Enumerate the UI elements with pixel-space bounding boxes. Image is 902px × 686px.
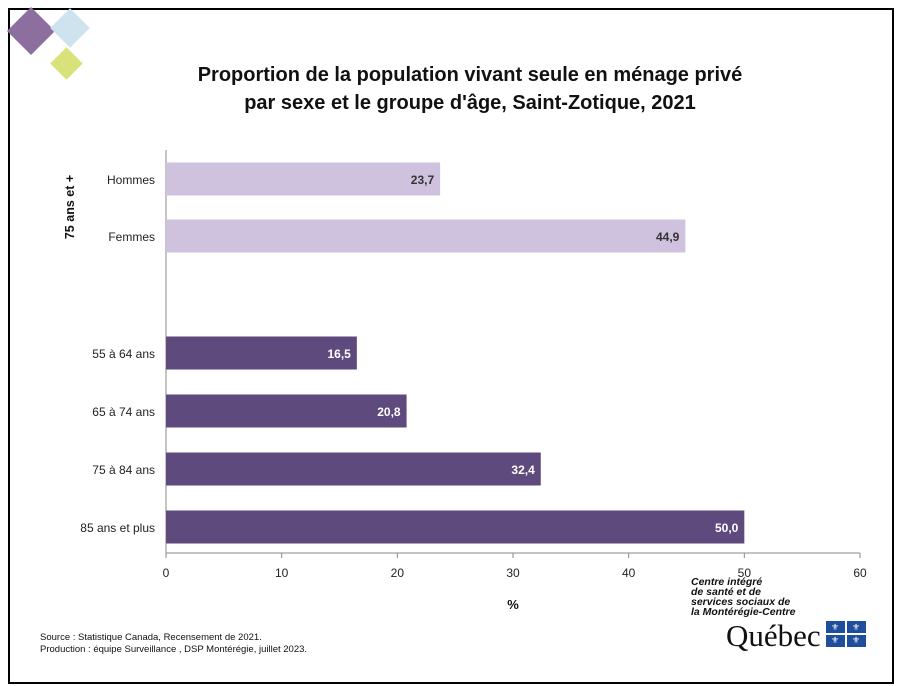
logo-line-3: services sociaux de [691, 596, 791, 608]
logo-line-1: Centre intégré [691, 576, 763, 588]
quebec-flag-icon: ⚜ ⚜ ⚜ ⚜ [826, 621, 866, 647]
logo-caption: Centre intégré de santé et de services s… [691, 576, 841, 618]
x-tick-label-6: 60 [853, 566, 867, 580]
category-label-1: Femmes [108, 230, 155, 244]
chart-title-line2: par sexe et le groupe d'âge, Saint-Zotiq… [244, 92, 696, 114]
x-tick-label-4: 40 [622, 566, 636, 580]
production-note: Production : équipe Surveillance , DSP M… [40, 644, 308, 655]
category-label-5: 85 ans et plus [80, 521, 155, 535]
bar-value-label-0: 23,7 [411, 173, 435, 187]
logo-line-4: la Montérégie-Centre [691, 606, 796, 618]
x-axis-title: % [507, 597, 519, 612]
bar-value-label-1: 44,9 [656, 230, 680, 244]
bar-0 [166, 162, 441, 196]
chart-title-line1: Proportion de la population vivant seule… [197, 64, 743, 86]
bar-1 [166, 219, 686, 253]
logo-wordmark: Québec [726, 618, 821, 653]
bar-value-label-4: 32,4 [511, 463, 535, 477]
bar-value-label-2: 16,5 [327, 347, 351, 361]
x-tick-label-3: 30 [506, 566, 520, 580]
group-label: 75 ans et + [63, 175, 77, 239]
source-note: Source : Statistique Canada, Recensement… [40, 632, 262, 643]
bar-5 [166, 510, 745, 544]
bar-4 [166, 452, 541, 486]
x-tick-label-0: 0 [163, 566, 170, 580]
bar-value-label-3: 20,8 [377, 405, 401, 419]
category-label-2: 55 à 64 ans [92, 347, 155, 361]
category-label-3: 65 à 74 ans [92, 405, 155, 419]
category-label-4: 75 à 84 ans [92, 463, 155, 477]
bar-2 [166, 336, 357, 370]
x-tick-label-2: 20 [391, 566, 405, 580]
slide-frame [8, 8, 894, 684]
logo-line-2: de santé et de [691, 586, 762, 598]
bar-3 [166, 394, 407, 428]
x-tick-label-1: 10 [275, 566, 289, 580]
category-label-0: Hommes [107, 173, 155, 187]
x-tick-label-5: 50 [738, 566, 752, 580]
bar-value-label-5: 50,0 [715, 521, 739, 535]
